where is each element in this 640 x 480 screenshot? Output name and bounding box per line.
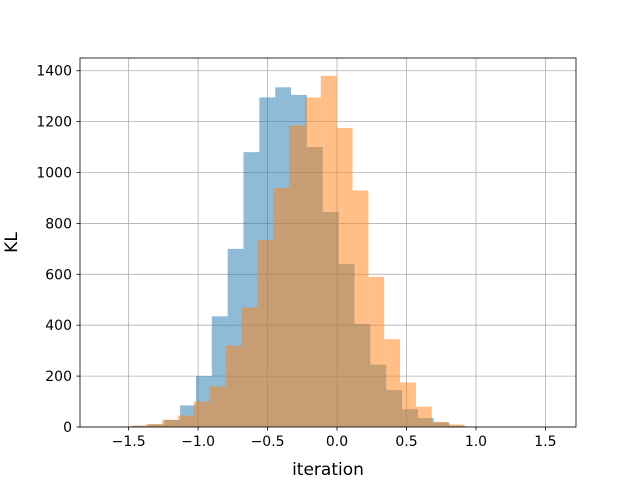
- y-tick-label: 200: [45, 369, 72, 385]
- histogram-bar: [209, 386, 226, 427]
- y-tick-label: 1000: [36, 166, 72, 182]
- series-orange-bars: [114, 75, 464, 428]
- y-axis-label: KL: [2, 232, 22, 253]
- histogram-bar: [162, 419, 179, 427]
- histogram-bar: [273, 187, 290, 427]
- histogram-bar: [431, 421, 448, 427]
- histogram-bar: [352, 190, 369, 427]
- histogram-bar: [257, 239, 274, 427]
- x-tick-label: −0.5: [251, 434, 285, 450]
- histogram-bar: [241, 307, 258, 427]
- y-tick-labels: 0 200 400 600 800 1000 1200 1400: [36, 64, 72, 436]
- x-tick-label: 0.5: [395, 434, 417, 450]
- histogram-bar: [146, 423, 163, 427]
- y-tick-label: 600: [45, 267, 72, 283]
- histogram-bar: [225, 345, 242, 427]
- histogram-bar: [304, 97, 321, 427]
- histogram-bar: [289, 125, 305, 427]
- x-tick-label: 0.0: [326, 434, 348, 450]
- x-tick-label: −1.5: [112, 434, 146, 450]
- x-tick-labels: −1.5 −1.0 −0.5 0.0 0.5 1.0 1.5: [112, 434, 557, 450]
- x-axis-label: iteration: [292, 460, 364, 480]
- x-tick-label: −1.0: [181, 434, 215, 450]
- histogram-bar: [415, 406, 432, 427]
- y-tick-label: 1200: [36, 115, 72, 131]
- tick-marks: [76, 70, 546, 431]
- y-tick-label: 400: [45, 318, 72, 334]
- plot-frame: [79, 57, 577, 428]
- histogram-bar: [320, 75, 337, 428]
- histogram-bar: [130, 425, 147, 427]
- histogram-bar: [193, 401, 210, 427]
- histogram-bar: [400, 382, 416, 427]
- histogram-bar: [336, 127, 353, 427]
- histogram-bar: [178, 415, 194, 427]
- y-tick-label: 1400: [36, 64, 72, 80]
- y-tick-label: 800: [45, 216, 72, 232]
- y-tick-label: 0: [63, 420, 72, 436]
- histogram-bar: [368, 276, 385, 427]
- histogram-bar: [447, 424, 464, 427]
- x-tick-label: 1.0: [465, 434, 487, 450]
- x-tick-label: 1.5: [534, 434, 556, 450]
- histogram-bar: [384, 339, 401, 427]
